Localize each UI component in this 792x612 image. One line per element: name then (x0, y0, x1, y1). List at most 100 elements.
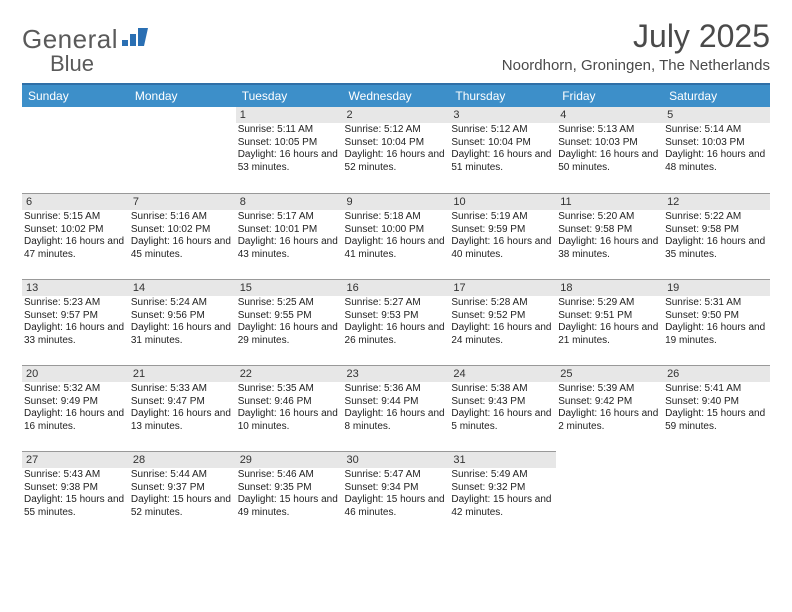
calendar-cell (556, 451, 663, 537)
calendar-cell (22, 107, 129, 193)
calendar-cell: 17Sunrise: 5:28 AMSunset: 9:52 PMDayligh… (449, 279, 556, 365)
calendar-cell: 18Sunrise: 5:29 AMSunset: 9:51 PMDayligh… (556, 279, 663, 365)
day-number: 20 (22, 365, 129, 382)
calendar-cell: 25Sunrise: 5:39 AMSunset: 9:42 PMDayligh… (556, 365, 663, 451)
calendar-cell: 3Sunrise: 5:12 AMSunset: 10:04 PMDayligh… (449, 107, 556, 193)
weekday-header: Thursday (449, 84, 556, 107)
day-detail: Sunrise: 5:49 AMSunset: 9:32 PMDaylight:… (449, 469, 556, 519)
day-number: 11 (556, 193, 663, 210)
calendar-cell: 20Sunrise: 5:32 AMSunset: 9:49 PMDayligh… (22, 365, 129, 451)
day-detail: Sunrise: 5:18 AMSunset: 10:00 PMDaylight… (343, 211, 450, 261)
day-number: 24 (449, 365, 556, 382)
day-number: 30 (343, 451, 450, 468)
day-number: 17 (449, 279, 556, 296)
day-number: 12 (663, 193, 770, 210)
day-detail: Sunrise: 5:22 AMSunset: 9:58 PMDaylight:… (663, 211, 770, 261)
day-detail: Sunrise: 5:14 AMSunset: 10:03 PMDaylight… (663, 124, 770, 174)
calendar-cell: 9Sunrise: 5:18 AMSunset: 10:00 PMDayligh… (343, 193, 450, 279)
day-number: 15 (236, 279, 343, 296)
day-detail: Sunrise: 5:23 AMSunset: 9:57 PMDaylight:… (22, 297, 129, 347)
calendar-cell (129, 107, 236, 193)
day-detail: Sunrise: 5:29 AMSunset: 9:51 PMDaylight:… (556, 297, 663, 347)
title-block: July 2025 Noordhorn, Groningen, The Neth… (502, 18, 770, 74)
day-number: 4 (556, 107, 663, 123)
day-detail: Sunrise: 5:11 AMSunset: 10:05 PMDaylight… (236, 124, 343, 174)
weekday-header: Sunday (22, 84, 129, 107)
day-number: 1 (236, 107, 343, 123)
day-detail: Sunrise: 5:20 AMSunset: 9:58 PMDaylight:… (556, 211, 663, 261)
day-detail: Sunrise: 5:46 AMSunset: 9:35 PMDaylight:… (236, 469, 343, 519)
day-number: 16 (343, 279, 450, 296)
day-detail: Sunrise: 5:41 AMSunset: 9:40 PMDaylight:… (663, 383, 770, 433)
day-detail: Sunrise: 5:15 AMSunset: 10:02 PMDaylight… (22, 211, 129, 261)
day-detail: Sunrise: 5:16 AMSunset: 10:02 PMDaylight… (129, 211, 236, 261)
day-number: 28 (129, 451, 236, 468)
calendar-cell: 1Sunrise: 5:11 AMSunset: 10:05 PMDayligh… (236, 107, 343, 193)
calendar-cell: 19Sunrise: 5:31 AMSunset: 9:50 PMDayligh… (663, 279, 770, 365)
calendar-week-row: 6Sunrise: 5:15 AMSunset: 10:02 PMDayligh… (22, 193, 770, 279)
calendar-cell: 11Sunrise: 5:20 AMSunset: 9:58 PMDayligh… (556, 193, 663, 279)
calendar-cell: 27Sunrise: 5:43 AMSunset: 9:38 PMDayligh… (22, 451, 129, 537)
day-detail: Sunrise: 5:24 AMSunset: 9:56 PMDaylight:… (129, 297, 236, 347)
calendar-cell: 21Sunrise: 5:33 AMSunset: 9:47 PMDayligh… (129, 365, 236, 451)
day-detail: Sunrise: 5:32 AMSunset: 9:49 PMDaylight:… (22, 383, 129, 433)
day-detail: Sunrise: 5:43 AMSunset: 9:38 PMDaylight:… (22, 469, 129, 519)
day-number: 31 (449, 451, 556, 468)
calendar-cell: 10Sunrise: 5:19 AMSunset: 9:59 PMDayligh… (449, 193, 556, 279)
calendar-cell: 29Sunrise: 5:46 AMSunset: 9:35 PMDayligh… (236, 451, 343, 537)
day-detail: Sunrise: 5:12 AMSunset: 10:04 PMDaylight… (343, 124, 450, 174)
day-number: 25 (556, 365, 663, 382)
calendar-week-row: 27Sunrise: 5:43 AMSunset: 9:38 PMDayligh… (22, 451, 770, 537)
day-number: 22 (236, 365, 343, 382)
calendar-cell: 16Sunrise: 5:27 AMSunset: 9:53 PMDayligh… (343, 279, 450, 365)
day-number: 26 (663, 365, 770, 382)
day-detail: Sunrise: 5:31 AMSunset: 9:50 PMDaylight:… (663, 297, 770, 347)
calendar-page: General Blue July 2025 Noordhorn, Gronin… (0, 0, 792, 555)
day-detail: Sunrise: 5:17 AMSunset: 10:01 PMDaylight… (236, 211, 343, 261)
day-number: 5 (663, 107, 770, 123)
calendar-table: SundayMondayTuesdayWednesdayThursdayFrid… (22, 83, 770, 537)
day-detail: Sunrise: 5:28 AMSunset: 9:52 PMDaylight:… (449, 297, 556, 347)
day-number: 6 (22, 193, 129, 210)
brand-chart-icon (120, 26, 150, 53)
calendar-cell: 2Sunrise: 5:12 AMSunset: 10:04 PMDayligh… (343, 107, 450, 193)
calendar-week-row: 1Sunrise: 5:11 AMSunset: 10:05 PMDayligh… (22, 107, 770, 193)
calendar-cell: 7Sunrise: 5:16 AMSunset: 10:02 PMDayligh… (129, 193, 236, 279)
calendar-cell: 12Sunrise: 5:22 AMSunset: 9:58 PMDayligh… (663, 193, 770, 279)
day-number: 23 (343, 365, 450, 382)
calendar-cell: 5Sunrise: 5:14 AMSunset: 10:03 PMDayligh… (663, 107, 770, 193)
day-detail: Sunrise: 5:19 AMSunset: 9:59 PMDaylight:… (449, 211, 556, 261)
day-detail: Sunrise: 5:36 AMSunset: 9:44 PMDaylight:… (343, 383, 450, 433)
weekday-header-row: SundayMondayTuesdayWednesdayThursdayFrid… (22, 84, 770, 107)
calendar-body: 1Sunrise: 5:11 AMSunset: 10:05 PMDayligh… (22, 107, 770, 537)
calendar-cell: 15Sunrise: 5:25 AMSunset: 9:55 PMDayligh… (236, 279, 343, 365)
calendar-cell: 31Sunrise: 5:49 AMSunset: 9:32 PMDayligh… (449, 451, 556, 537)
month-title: July 2025 (502, 18, 770, 55)
location-label: Noordhorn, Groningen, The Netherlands (502, 57, 770, 74)
day-detail: Sunrise: 5:12 AMSunset: 10:04 PMDaylight… (449, 124, 556, 174)
day-number: 27 (22, 451, 129, 468)
weekday-header: Saturday (663, 84, 770, 107)
day-number: 3 (449, 107, 556, 123)
day-detail: Sunrise: 5:27 AMSunset: 9:53 PMDaylight:… (343, 297, 450, 347)
day-number: 9 (343, 193, 450, 210)
day-number: 19 (663, 279, 770, 296)
day-number: 13 (22, 279, 129, 296)
calendar-cell: 8Sunrise: 5:17 AMSunset: 10:01 PMDayligh… (236, 193, 343, 279)
day-number: 29 (236, 451, 343, 468)
day-number: 18 (556, 279, 663, 296)
calendar-cell: 23Sunrise: 5:36 AMSunset: 9:44 PMDayligh… (343, 365, 450, 451)
calendar-cell: 14Sunrise: 5:24 AMSunset: 9:56 PMDayligh… (129, 279, 236, 365)
day-detail: Sunrise: 5:35 AMSunset: 9:46 PMDaylight:… (236, 383, 343, 433)
day-number: 21 (129, 365, 236, 382)
calendar-cell: 24Sunrise: 5:38 AMSunset: 9:43 PMDayligh… (449, 365, 556, 451)
calendar-cell: 22Sunrise: 5:35 AMSunset: 9:46 PMDayligh… (236, 365, 343, 451)
day-number: 14 (129, 279, 236, 296)
page-header: General Blue July 2025 Noordhorn, Gronin… (22, 18, 770, 77)
calendar-cell: 26Sunrise: 5:41 AMSunset: 9:40 PMDayligh… (663, 365, 770, 451)
day-number: 8 (236, 193, 343, 210)
calendar-week-row: 20Sunrise: 5:32 AMSunset: 9:49 PMDayligh… (22, 365, 770, 451)
day-detail: Sunrise: 5:44 AMSunset: 9:37 PMDaylight:… (129, 469, 236, 519)
day-detail: Sunrise: 5:25 AMSunset: 9:55 PMDaylight:… (236, 297, 343, 347)
calendar-cell: 13Sunrise: 5:23 AMSunset: 9:57 PMDayligh… (22, 279, 129, 365)
